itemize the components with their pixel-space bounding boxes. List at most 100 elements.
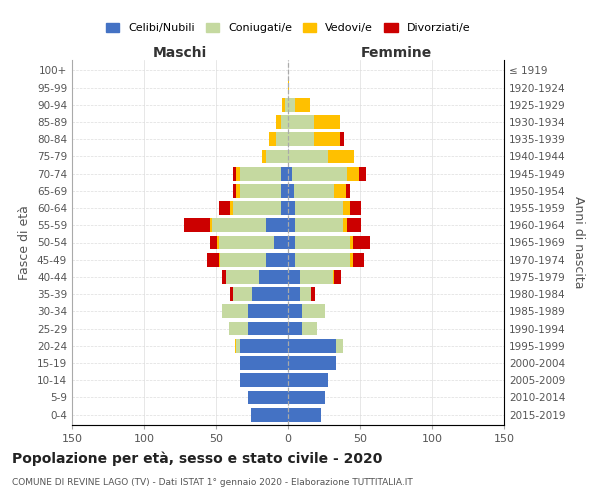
Bar — [241, 339, 288, 352]
Bar — [328, 150, 354, 164]
Bar — [288, 184, 294, 198]
Bar — [288, 166, 292, 180]
Bar — [222, 270, 226, 284]
Bar — [347, 218, 361, 232]
Bar — [236, 339, 241, 352]
Bar — [302, 304, 325, 318]
Bar — [217, 236, 219, 250]
Bar — [288, 253, 295, 266]
Bar — [219, 236, 274, 250]
Bar — [288, 322, 302, 336]
Bar — [220, 253, 266, 266]
Bar — [350, 236, 353, 250]
Bar — [269, 132, 277, 146]
Bar — [184, 218, 210, 232]
Bar — [343, 218, 347, 232]
Bar — [219, 201, 230, 215]
Bar — [262, 150, 266, 164]
Bar — [236, 184, 241, 198]
Bar — [288, 270, 299, 284]
Bar — [241, 166, 281, 180]
Bar — [332, 270, 334, 284]
Bar — [233, 184, 236, 198]
Bar — [346, 184, 350, 198]
Bar — [288, 132, 314, 146]
Bar — [334, 270, 341, 284]
Bar — [285, 98, 288, 112]
Bar — [288, 218, 295, 232]
Bar — [282, 98, 285, 112]
Bar — [274, 236, 288, 250]
Y-axis label: Anni di nascita: Anni di nascita — [572, 196, 585, 289]
Bar — [314, 132, 340, 146]
Bar — [208, 253, 219, 266]
Bar — [210, 236, 217, 250]
Bar — [248, 390, 288, 404]
Bar — [277, 132, 288, 146]
Bar — [248, 304, 288, 318]
Bar — [288, 390, 325, 404]
Bar — [281, 201, 288, 215]
Bar — [288, 150, 328, 164]
Bar — [292, 166, 347, 180]
Bar — [314, 115, 340, 129]
Y-axis label: Fasce di età: Fasce di età — [19, 205, 31, 280]
Bar — [233, 288, 252, 301]
Bar — [288, 408, 321, 422]
Bar — [210, 218, 212, 232]
Bar — [222, 304, 248, 318]
Bar — [347, 166, 359, 180]
Bar — [295, 201, 343, 215]
Bar — [219, 253, 220, 266]
Text: Popolazione per età, sesso e stato civile - 2020: Popolazione per età, sesso e stato civil… — [12, 451, 382, 466]
Bar — [252, 288, 288, 301]
Bar — [340, 132, 344, 146]
Bar — [311, 288, 316, 301]
Bar — [288, 201, 295, 215]
Text: COMUNE DI REVINE LAGO (TV) - Dati ISTAT 1° gennaio 2020 - Elaborazione TUTTITALI: COMUNE DI REVINE LAGO (TV) - Dati ISTAT … — [12, 478, 413, 487]
Bar — [295, 236, 350, 250]
Bar — [335, 339, 343, 352]
Bar — [350, 201, 361, 215]
Bar — [251, 408, 288, 422]
Bar — [281, 166, 288, 180]
Bar — [230, 288, 233, 301]
Legend: Celibi/Nubili, Coniugati/e, Vedovi/e, Divorziati/e: Celibi/Nubili, Coniugati/e, Vedovi/e, Di… — [101, 18, 475, 38]
Bar — [233, 201, 281, 215]
Bar — [233, 166, 236, 180]
Bar — [281, 184, 288, 198]
Bar — [295, 253, 350, 266]
Bar — [229, 322, 248, 336]
Text: Maschi: Maschi — [153, 46, 207, 60]
Bar — [241, 184, 281, 198]
Text: Femmine: Femmine — [361, 46, 431, 60]
Bar — [266, 253, 288, 266]
Bar — [235, 339, 236, 352]
Bar — [241, 356, 288, 370]
Bar — [359, 166, 366, 180]
Bar — [353, 236, 370, 250]
Bar — [277, 115, 281, 129]
Bar — [288, 288, 299, 301]
Bar — [266, 218, 288, 232]
Bar — [248, 322, 288, 336]
Bar — [212, 218, 266, 232]
Bar — [259, 270, 288, 284]
Bar — [295, 98, 310, 112]
Bar — [226, 270, 259, 284]
Bar — [288, 115, 314, 129]
Bar — [295, 218, 343, 232]
Bar — [281, 115, 288, 129]
Bar — [288, 304, 302, 318]
Bar — [236, 166, 241, 180]
Bar — [334, 184, 346, 198]
Bar — [302, 322, 317, 336]
Bar — [288, 80, 289, 94]
Bar — [299, 270, 332, 284]
Bar — [241, 374, 288, 387]
Bar — [350, 253, 353, 266]
Bar — [288, 374, 328, 387]
Bar — [266, 150, 288, 164]
Bar — [288, 98, 295, 112]
Bar — [343, 201, 350, 215]
